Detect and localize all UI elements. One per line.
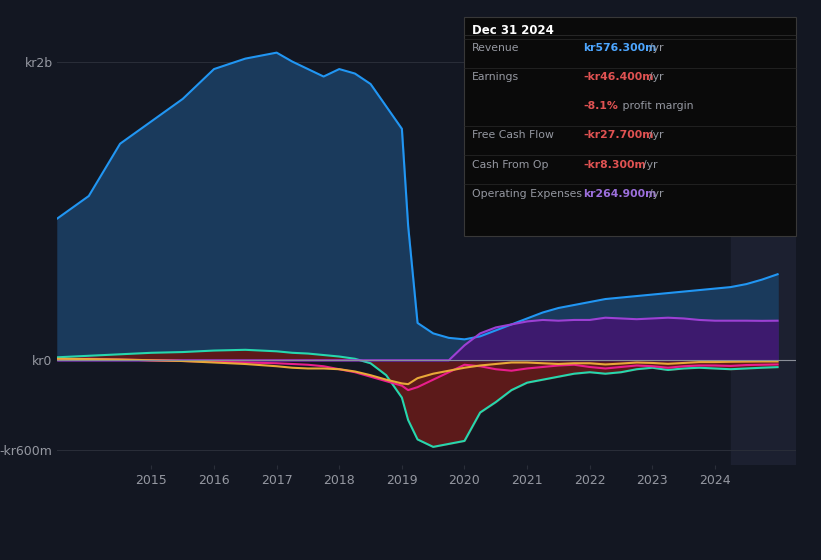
Text: /yr: /yr — [649, 130, 663, 141]
Text: -kr8.300m: -kr8.300m — [583, 160, 645, 170]
Bar — [731, 17, 796, 465]
Text: Earnings: Earnings — [472, 72, 519, 82]
Text: profit margin: profit margin — [619, 101, 694, 111]
Text: /yr: /yr — [649, 189, 663, 199]
Text: Dec 31 2024: Dec 31 2024 — [472, 24, 554, 36]
Text: Cash From Op: Cash From Op — [472, 160, 548, 170]
Text: Free Cash Flow: Free Cash Flow — [472, 130, 554, 141]
Text: -8.1%: -8.1% — [583, 101, 617, 111]
Text: /yr: /yr — [643, 160, 657, 170]
Text: -kr46.400m: -kr46.400m — [583, 72, 654, 82]
Text: Operating Expenses: Operating Expenses — [472, 189, 582, 199]
Text: Revenue: Revenue — [472, 43, 520, 53]
Text: kr264.900m: kr264.900m — [583, 189, 656, 199]
Text: kr576.300m: kr576.300m — [583, 43, 656, 53]
Text: /yr: /yr — [649, 43, 663, 53]
Text: -kr27.700m: -kr27.700m — [583, 130, 654, 141]
Text: /yr: /yr — [649, 72, 663, 82]
